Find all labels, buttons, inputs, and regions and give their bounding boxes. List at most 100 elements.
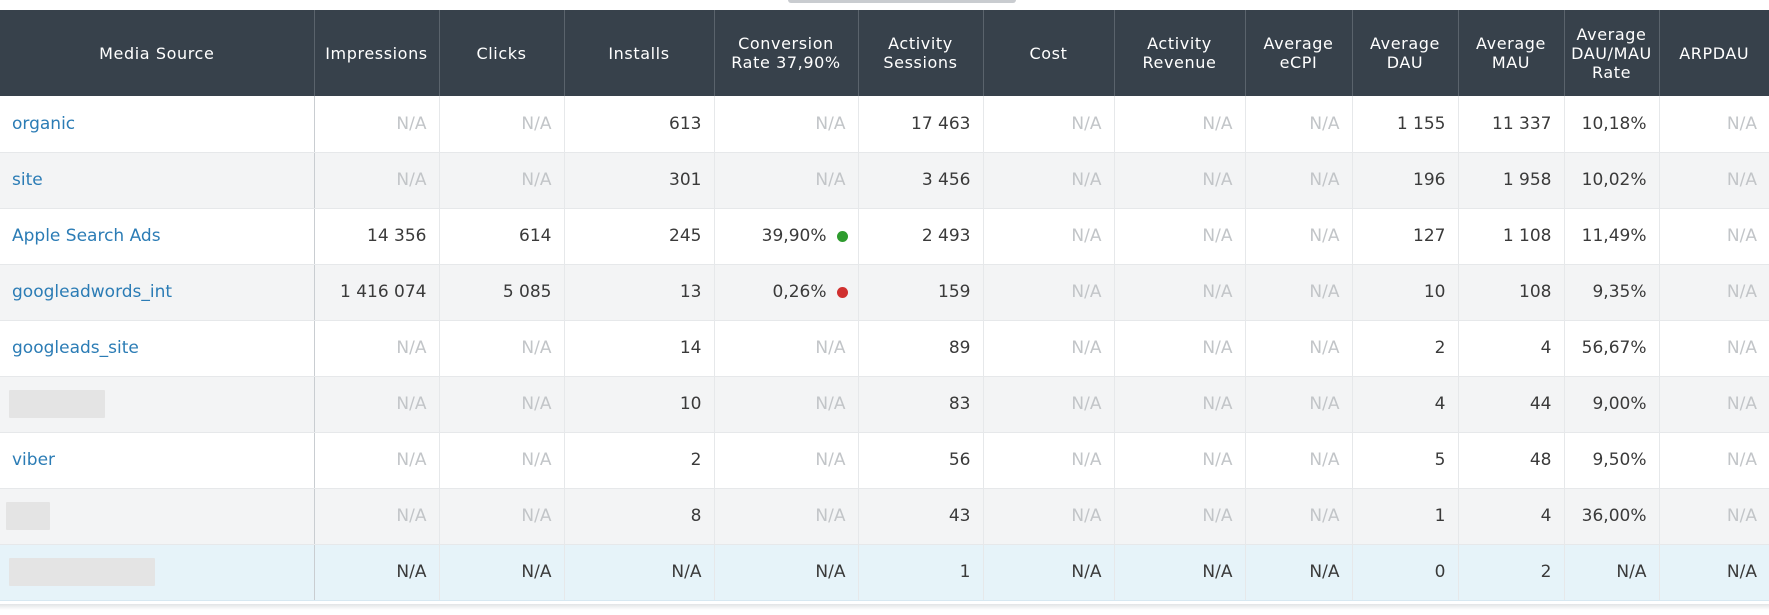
cost-value: N/A: [1071, 506, 1102, 526]
installs-cell: 8: [564, 488, 715, 545]
average-dau-value: 0: [1434, 562, 1446, 582]
dau-mau-rate-cell: 9,00%: [1564, 376, 1660, 433]
cost-value: N/A: [1071, 282, 1102, 302]
conversion-rate-cell: N/A: [714, 488, 859, 545]
average-mau-value: 108: [1519, 282, 1552, 302]
installs-cell: 2: [564, 432, 715, 489]
status-dot-red-icon: [836, 287, 848, 298]
column-header-average-ecpi[interactable]: Average eCPI: [1245, 10, 1353, 96]
media-source-link[interactable]: organic: [12, 113, 76, 134]
dau-mau-rate-value: 56,67%: [1581, 338, 1647, 358]
average-mau-cell: 11 337: [1458, 96, 1565, 153]
column-header-average-mau[interactable]: Average MAU: [1458, 10, 1565, 96]
column-header-conversion-rate[interactable]: Conversion Rate 37,90%: [714, 10, 859, 96]
impressions-cell: N/A: [314, 376, 440, 433]
dau-mau-rate-value: N/A: [1616, 562, 1647, 582]
column-header-dau-mau-rate[interactable]: Average DAU/MAU Rate: [1564, 10, 1660, 96]
clicks-value: N/A: [521, 113, 552, 134]
arpdau-cell: N/A: [1659, 320, 1769, 377]
conversion-rate-cell: N/A: [714, 152, 859, 209]
average-mau-cell: 4: [1458, 320, 1565, 377]
column-header-activity-sessions[interactable]: Activity Sessions: [858, 10, 984, 96]
table-header-row: Media Source Impressions Clicks Installs…: [0, 10, 1769, 96]
arpdau-cell: N/A: [1659, 488, 1769, 545]
dau-mau-rate-cell: 11,49%: [1564, 208, 1660, 265]
average-ecpi-value: N/A: [1309, 450, 1340, 470]
cost-value: N/A: [1071, 226, 1102, 246]
activity-sessions-value: 159: [938, 282, 971, 302]
column-header-activity-revenue[interactable]: Activity Revenue: [1114, 10, 1246, 96]
clicks-value: N/A: [521, 562, 552, 582]
arpdau-value: N/A: [1726, 562, 1757, 582]
activity-revenue-cell: N/A: [1114, 264, 1246, 321]
clicks-cell: N/A: [439, 320, 565, 377]
conversion-rate-cell: N/A: [714, 432, 859, 489]
clicks-cell: N/A: [439, 488, 565, 545]
media-source-cell: googleadwords_int: [0, 264, 315, 321]
clicks-value: N/A: [521, 170, 552, 190]
activity-sessions-cell: 159: [858, 264, 984, 321]
dau-mau-rate-value: 36,00%: [1581, 506, 1647, 526]
activity-sessions-value: 43: [948, 506, 971, 526]
column-header-media-source[interactable]: Media Source: [0, 10, 315, 96]
average-ecpi-value: N/A: [1309, 394, 1340, 414]
dau-mau-rate-value: 9,00%: [1592, 394, 1647, 414]
activity-revenue-cell: N/A: [1114, 152, 1246, 209]
impressions-cell: N/A: [314, 320, 440, 377]
media-source-link[interactable]: Apple Search Ads: [12, 226, 161, 246]
media-source-table: Media Source Impressions Clicks Installs…: [0, 10, 1769, 601]
clicks-value: N/A: [521, 450, 552, 470]
column-header-average-dau[interactable]: Average DAU: [1352, 10, 1459, 96]
average-dau-cell: 4: [1352, 376, 1459, 433]
cost-value: N/A: [1071, 394, 1102, 414]
column-header-cost[interactable]: Cost: [983, 10, 1115, 96]
impressions-value: N/A: [396, 506, 427, 526]
media-source-link[interactable]: googleadwords_int: [12, 282, 173, 302]
clicks-cell: N/A: [439, 96, 565, 153]
arpdau-value: N/A: [1726, 170, 1757, 190]
clicks-value: 614: [519, 226, 552, 246]
activity-sessions-cell: 56: [858, 432, 984, 489]
cost-cell: N/A: [983, 432, 1115, 489]
scroll-handle[interactable]: [788, 0, 1016, 3]
arpdau-cell: N/A: [1659, 208, 1769, 265]
clicks-value: N/A: [521, 394, 552, 414]
redacted-source-name: [6, 502, 50, 530]
average-ecpi-value: N/A: [1309, 113, 1340, 134]
activity-sessions-value: 17 463: [911, 113, 971, 134]
impressions-cell: N/A: [314, 488, 440, 545]
activity-revenue-value: N/A: [1202, 282, 1233, 302]
cost-cell: N/A: [983, 320, 1115, 377]
activity-sessions-cell: 89: [858, 320, 984, 377]
clicks-value: N/A: [521, 338, 552, 358]
column-header-impressions[interactable]: Impressions: [314, 10, 440, 96]
media-source-link[interactable]: viber: [12, 450, 56, 470]
average-ecpi-cell: N/A: [1245, 376, 1353, 433]
cost-cell: N/A: [983, 544, 1115, 601]
average-dau-value: 10: [1423, 282, 1446, 302]
average-mau-cell: 108: [1458, 264, 1565, 321]
column-header-arpdau[interactable]: ARPDAU: [1659, 10, 1769, 96]
average-dau-cell: 1 155: [1352, 96, 1459, 153]
dau-mau-rate-cell: 9,35%: [1564, 264, 1660, 321]
average-mau-value: 1 108: [1502, 226, 1552, 246]
arpdau-cell: N/A: [1659, 544, 1769, 601]
media-source-link[interactable]: site: [12, 170, 43, 190]
cost-cell: N/A: [983, 208, 1115, 265]
average-mau-value: 48: [1529, 450, 1552, 470]
activity-sessions-cell: 83: [858, 376, 984, 433]
activity-sessions-cell: 3 456: [858, 152, 984, 209]
cost-cell: N/A: [983, 376, 1115, 433]
average-mau-value: 11 337: [1492, 113, 1552, 134]
activity-sessions-cell: 2 493: [858, 208, 984, 265]
media-source-cell: organic: [0, 96, 315, 153]
column-header-clicks[interactable]: Clicks: [439, 10, 565, 96]
dau-mau-rate-cell: 36,00%: [1564, 488, 1660, 545]
status-dot-green-icon: [836, 231, 848, 242]
media-source-link[interactable]: googleads_site: [12, 338, 139, 358]
column-header-installs[interactable]: Installs: [564, 10, 715, 96]
conversion-rate-value: N/A: [815, 562, 846, 582]
average-ecpi-value: N/A: [1309, 170, 1340, 190]
installs-value: N/A: [671, 562, 702, 582]
average-mau-cell: 48: [1458, 432, 1565, 489]
